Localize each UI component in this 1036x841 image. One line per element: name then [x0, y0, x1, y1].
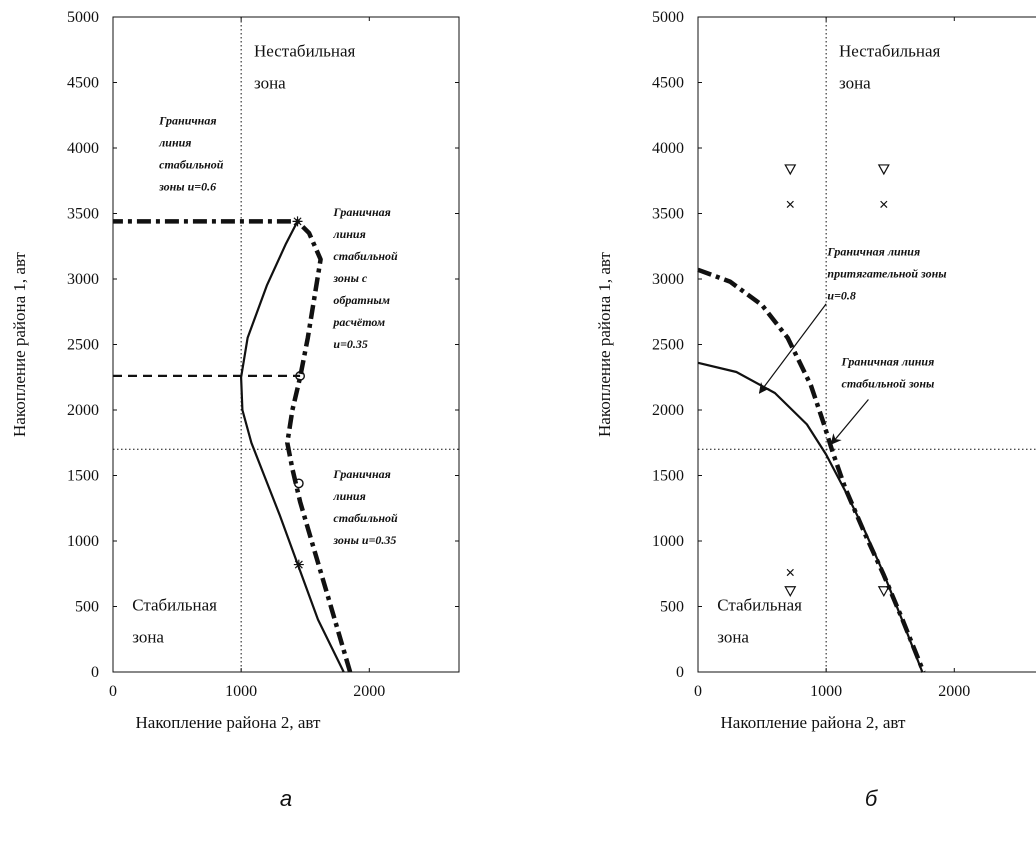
annotation-text: Граничная линия стабильной зоны u=0.35 — [332, 467, 398, 547]
y-tick-label: 5000 — [652, 9, 684, 26]
x-tick-label: 2000 — [353, 683, 385, 700]
annotation-text-line: зоны u=0.35 — [332, 533, 396, 547]
zone-label-line: зона — [132, 627, 164, 646]
annotation-text-line: зоны u=0.6 — [158, 179, 216, 193]
annotation-text-line: u=0.35 — [333, 337, 368, 351]
y-tick-label: 2000 — [67, 402, 99, 419]
y-tick-label: 3000 — [652, 271, 684, 288]
series-line-solid — [697, 361, 924, 673]
zone-label: Стабильная зона — [717, 595, 802, 646]
panel-caption: а — [280, 786, 292, 811]
x-tick-label: 1000 — [810, 683, 842, 700]
x-axis-label: Накопление района 2, авт — [721, 713, 907, 732]
annotation-text-line: притягательной зоны — [827, 266, 946, 280]
annotation-text-line: Граничная линия — [841, 354, 935, 368]
annotation-text-line: линия — [158, 135, 191, 149]
annotation-text-line: u=0.8 — [827, 288, 856, 302]
annotation-text: Граничная линия притягательной зоны u=0.8 — [826, 244, 946, 302]
zone-label: Стабильная зона — [132, 595, 217, 646]
y-tick-label: 0 — [91, 664, 99, 681]
x-tick-label: 0 — [694, 683, 702, 700]
annotation-text-line: стабильной зоны — [842, 376, 935, 390]
y-tick-label: 4500 — [67, 75, 99, 92]
zone-label: Нестабильная зона — [839, 41, 941, 92]
x-marker — [880, 200, 888, 208]
star-marker — [292, 216, 303, 227]
zone-label-line: зона — [254, 73, 286, 92]
triangle-down-marker — [784, 586, 797, 598]
annotation-arrow — [758, 303, 827, 394]
x-tick-label: 2000 — [938, 683, 970, 700]
y-tick-label: 1500 — [652, 468, 684, 485]
x-tick-label: 1000 — [225, 683, 257, 700]
plot-frame — [697, 16, 1036, 673]
y-tick-label: 3500 — [67, 206, 99, 223]
annotation-text-line: Граничная — [158, 113, 216, 127]
annotation-text: Граничная линия стабильной зоны — [841, 354, 935, 390]
annotation-text-line: обратным — [333, 293, 390, 307]
panel-caption: б — [865, 786, 879, 811]
y-axis-label: Накопление района 1, авт — [595, 251, 614, 437]
y-tick-label: 2500 — [67, 337, 99, 354]
y-tick-label: 3000 — [67, 271, 99, 288]
annotation-text: Граничная линия стабильной зоны u=0.6 — [158, 113, 224, 193]
zone-label-line: зона — [717, 627, 749, 646]
series-line-dashdot — [697, 267, 926, 673]
y-tick-label: 2000 — [652, 402, 684, 419]
triangle-down-marker — [877, 586, 890, 598]
zone-label-line: Нестабильная — [254, 41, 356, 60]
annotation-text-line: линия — [332, 489, 365, 503]
y-tick-label: 0 — [676, 664, 684, 681]
triangle-down-marker — [784, 164, 797, 176]
y-tick-label: 4000 — [652, 140, 684, 157]
star-marker — [293, 559, 304, 570]
chart-panel-b: 0 500 1000 1500 2000 2500 3000 3500 4000 4500 5000… — [595, 9, 1036, 811]
zone-label-line: зона — [839, 73, 871, 92]
x-marker — [786, 200, 794, 208]
series-line-dashdot — [113, 219, 353, 673]
y-tick-label: 1500 — [67, 468, 99, 485]
y-tick-label: 500 — [660, 599, 684, 616]
y-tick-label: 4500 — [652, 75, 684, 92]
annotation-text-line: стабильной — [333, 249, 398, 263]
annotation-arrow — [830, 399, 869, 445]
x-marker — [786, 568, 794, 577]
x-axis-label: Накопление района 2, авт — [136, 713, 322, 732]
y-tick-label: 500 — [75, 599, 99, 616]
annotation-text: Граничная линия стабильной зоны с обратным ра… — [332, 205, 398, 351]
annotation-text-line: Граничная — [332, 205, 390, 219]
annotation-text-line: стабильной — [159, 157, 224, 171]
zone-label-line: Нестабильная — [839, 41, 941, 60]
annotation-text-line: расчётом — [332, 315, 385, 329]
y-tick-label: 2500 — [652, 337, 684, 354]
y-tick-label: 1000 — [652, 533, 684, 550]
annotation-text-line: Граничная — [332, 467, 390, 481]
y-tick-label: 3500 — [652, 206, 684, 223]
y-axis-label: Накопление района 1, авт — [10, 251, 29, 437]
annotation-text-line: Граничная линия — [826, 244, 920, 258]
y-tick-label: 1000 — [67, 533, 99, 550]
circle-marker — [295, 371, 305, 381]
chart-panel-a: 0 500 1000 1500 2000 2500 3000 3500 4000 4500 5000… — [10, 9, 460, 811]
annotation-text-line: линия — [332, 227, 365, 241]
triangle-down-marker — [877, 164, 890, 176]
annotation-text-line: зоны с — [332, 271, 368, 285]
annotation-text-line: стабильной — [333, 511, 398, 525]
zone-label-line: Стабильная — [132, 595, 217, 614]
circle-marker — [293, 478, 304, 489]
y-tick-label: 5000 — [67, 9, 99, 26]
y-tick-label: 4000 — [67, 140, 99, 157]
zone-label: Нестабильная зона — [254, 41, 356, 92]
zone-label-line: Стабильная — [717, 595, 802, 614]
series-line-solid — [240, 220, 345, 673]
x-tick-label: 0 — [109, 683, 117, 700]
